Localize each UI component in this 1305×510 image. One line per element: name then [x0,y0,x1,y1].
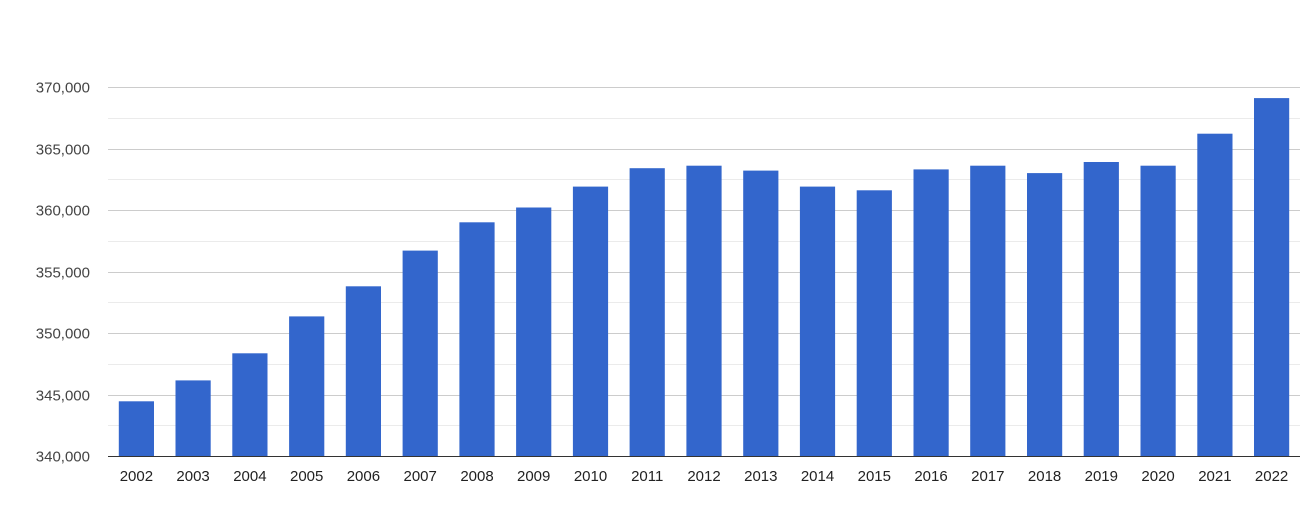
bar-2016 [913,169,949,456]
bars [118,98,1290,457]
x-tick-label-2008: 2008 [460,468,493,485]
bar-2002 [118,401,154,456]
bar-2013 [743,170,779,456]
x-tick-label-2014: 2014 [801,468,834,485]
bar-2019 [1083,162,1119,456]
x-tick-label-2011: 2011 [631,468,663,485]
x-tick-label-2002: 2002 [120,468,153,485]
bar-2018 [1027,173,1063,456]
bar-2015 [856,190,892,457]
x-tick-label-2004: 2004 [233,468,266,485]
y-tick-label: 340,000 [36,449,90,466]
x-tick-label-2003: 2003 [176,468,209,485]
y-tick-label: 345,000 [36,388,90,405]
x-tick-label-2019: 2019 [1085,468,1118,485]
bar-2007 [402,250,438,456]
x-tick-label-2013: 2013 [744,468,777,485]
y-tick-label: 365,000 [36,142,90,159]
x-tick-label-2020: 2020 [1141,468,1174,485]
y-tick-label: 370,000 [36,80,90,97]
x-axis-category-labels: 2002 2003 2004 2005 2006 2007 2008 2009 2010 2011… [120,468,1289,485]
y-tick-label: 350,000 [36,326,90,343]
bar-2004 [232,353,268,456]
y-tick-label: 355,000 [36,265,90,282]
bar-2011 [629,168,665,456]
bar-2003 [175,380,211,456]
x-tick-label-2010: 2010 [574,468,607,485]
bar-2017 [970,165,1006,456]
bar-2010 [572,186,609,456]
bar-2005 [289,316,325,456]
bar-2020 [1140,165,1176,456]
x-tick-label-2006: 2006 [347,468,380,485]
y-tick-label: 360,000 [36,203,90,220]
bar-2009 [516,207,552,456]
x-tick-label-2022: 2022 [1255,468,1288,485]
bar-2022 [1254,98,1290,456]
bar-2012 [686,165,722,456]
x-tick-label-2012: 2012 [687,468,720,485]
x-tick-label-2018: 2018 [1028,468,1061,485]
y-axis-tick-labels: 340,000 345,000 350,000 355,000 360,000 365,0… [36,80,90,466]
x-tick-label-2007: 2007 [404,468,437,485]
x-tick-label-2015: 2015 [858,468,891,485]
x-tick-label-2005: 2005 [290,468,323,485]
bar-2021 [1197,133,1233,456]
x-tick-label-2016: 2016 [914,468,947,485]
x-tick-label-2017: 2017 [971,468,1004,485]
bar-2014 [799,186,836,456]
bar-2006 [345,286,381,456]
x-tick-label-2021: 2021 [1198,468,1231,485]
x-tick-label-2009: 2009 [517,468,550,485]
bar-2008 [459,222,495,456]
